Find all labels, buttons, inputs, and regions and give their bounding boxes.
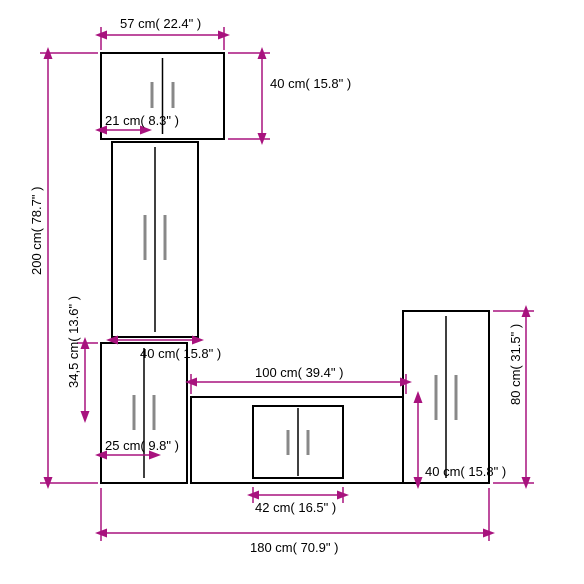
dim-top-width: 57 cm( 22.4" )	[101, 16, 224, 50]
label-short-height: 34,5 cm( 13.6" )	[66, 296, 81, 388]
label-tv-height-a: 40 cm( 15.8" )	[425, 464, 506, 479]
label-top-width: 57 cm( 22.4" )	[120, 16, 201, 31]
tall-cabinet	[112, 142, 198, 337]
right-cabinet	[403, 311, 489, 483]
label-total-height: 200 cm( 78.7" )	[29, 187, 44, 275]
dim-top-height: 40 cm( 15.8" )	[228, 53, 351, 139]
label-total-width: 180 cm( 70.9" )	[250, 540, 338, 555]
label-top-depth: 21 cm( 8.3" )	[105, 113, 179, 128]
tv-unit	[191, 397, 406, 483]
label-short-depth: 25 cm( 9.8" )	[105, 438, 179, 453]
label-tv-doors: 42 cm( 16.5" )	[255, 500, 336, 515]
dim-total-width: 180 cm( 70.9" )	[101, 488, 489, 555]
dim-short-depth: 25 cm( 9.8" )	[101, 438, 179, 455]
dim-tv-doors: 42 cm( 16.5" )	[253, 487, 343, 515]
dim-right-height: 80 cm( 31.5" )	[493, 311, 534, 483]
label-tv-width: 100 cm( 39.4" )	[255, 365, 343, 380]
label-tall-width: 40 cm( 15.8" )	[140, 346, 221, 361]
label-top-height-a: 40 cm( 15.8" )	[270, 76, 351, 91]
dim-top-depth: 21 cm( 8.3" )	[101, 113, 179, 130]
short-cabinet	[101, 343, 187, 483]
label-right-height: 80 cm( 31.5" )	[508, 324, 523, 405]
dim-short-height: 34,5 cm( 13.6" )	[66, 296, 98, 417]
dim-total-height: 200 cm( 78.7" )	[29, 53, 98, 483]
dim-tv-width: 100 cm( 39.4" )	[191, 365, 406, 394]
furniture-diagram: 57 cm( 22.4" ) 21 cm( 8.3" ) 40 cm( 15.8…	[0, 0, 584, 584]
